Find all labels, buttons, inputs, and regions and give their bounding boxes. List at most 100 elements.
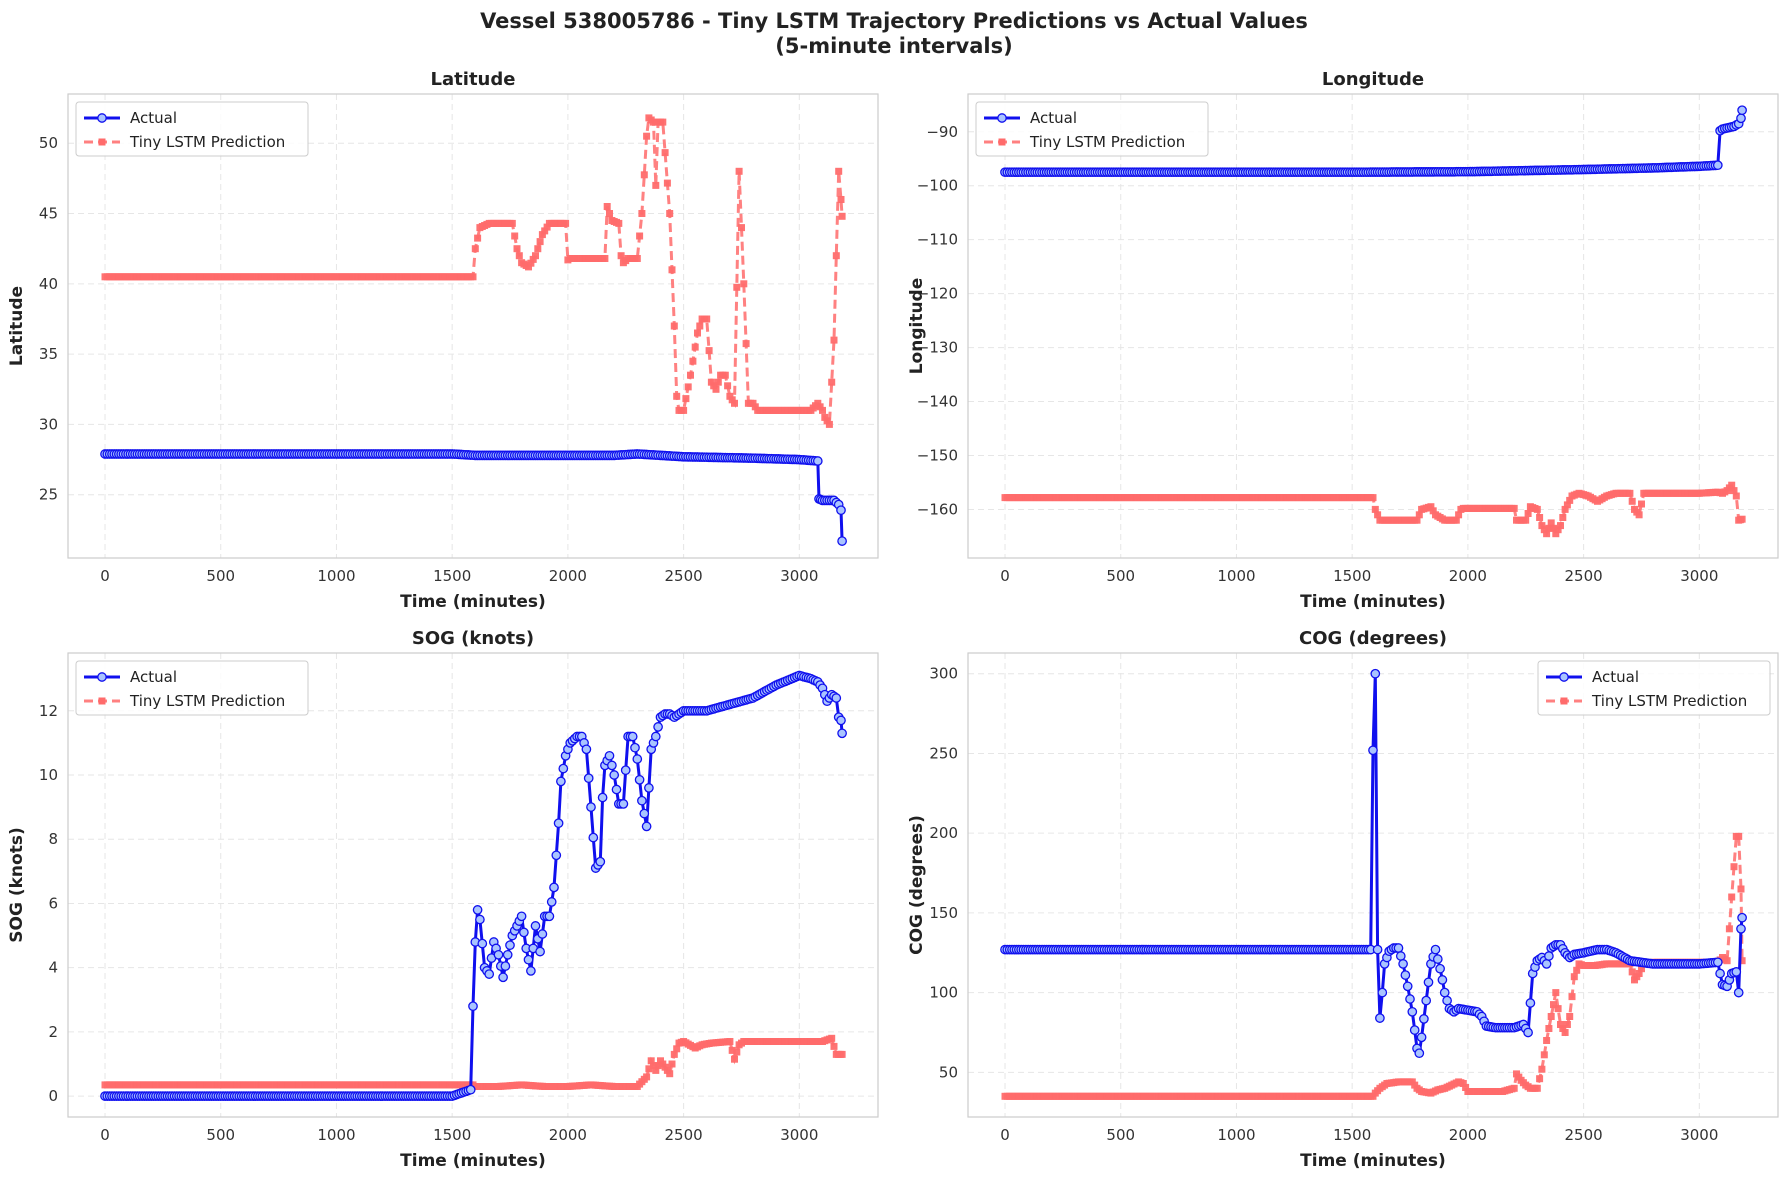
y-tick-label: −120 xyxy=(917,285,958,303)
legend-swatch-marker xyxy=(998,138,1006,146)
actual-point xyxy=(493,949,504,960)
y-tick-label: −110 xyxy=(917,231,958,249)
prediction-point xyxy=(640,171,648,179)
actual-point xyxy=(1395,951,1406,961)
y-tick-label: 4 xyxy=(48,959,58,977)
x-axis-label: Time (minutes) xyxy=(1300,1151,1446,1171)
y-tick-label: 50 xyxy=(39,134,58,152)
prediction-point xyxy=(1626,489,1634,497)
actual-point xyxy=(583,773,594,784)
legend: Actual Tiny LSTM Prediction xyxy=(1537,660,1771,716)
actual-point xyxy=(1437,975,1448,985)
prediction-point xyxy=(1547,519,1555,527)
x-tick-label: 500 xyxy=(1106,567,1135,585)
actual-point xyxy=(1715,968,1725,979)
prediction-point xyxy=(1554,1005,1562,1013)
prediction-point xyxy=(1735,832,1743,840)
y-tick-label: 10 xyxy=(39,766,58,784)
prediction-point xyxy=(726,1038,734,1045)
actual-point xyxy=(611,784,622,795)
subplot-title: Longitude xyxy=(1322,69,1424,90)
actual-point xyxy=(1372,944,1383,955)
actual-point xyxy=(1405,994,1415,1004)
prediction-point xyxy=(1737,885,1745,893)
plot-frame xyxy=(967,93,1779,559)
prediction-point xyxy=(1723,957,1731,965)
prediction-point xyxy=(515,252,523,260)
prediction-point xyxy=(1536,1075,1544,1083)
prediction-point xyxy=(742,340,750,348)
actual-point xyxy=(588,832,599,843)
y-axis-label: SOG (knots) xyxy=(7,827,27,942)
legend-label: Tiny LSTM Prediction xyxy=(1591,692,1747,710)
prediction-point xyxy=(650,118,657,126)
legend-swatch-marker xyxy=(997,113,1007,123)
x-axis-label: Time (minutes) xyxy=(1300,592,1446,612)
subplot-grid: 0 500 1000 1500 2000 2500 3000253035404550Lati… xyxy=(7,69,1779,1171)
figure-title-line2: (5-minute intervals) xyxy=(775,34,1012,58)
prediction-point xyxy=(643,1073,651,1081)
legend-item-tiny-lstm-prediction: Tiny LSTM Prediction xyxy=(1546,692,1747,710)
x-tick-label: 1500 xyxy=(433,1126,471,1144)
actual-point xyxy=(1375,1013,1385,1023)
prediction-point xyxy=(1563,501,1571,509)
actual-point xyxy=(607,760,617,771)
actual-point xyxy=(519,927,529,938)
prediction-point xyxy=(832,252,840,260)
prediction-point xyxy=(668,266,676,274)
actual-point xyxy=(484,969,495,979)
prediction-point xyxy=(1728,893,1736,901)
actual-point xyxy=(837,728,847,739)
legend-item-tiny-lstm-prediction: Tiny LSTM Prediction xyxy=(84,692,285,710)
actual-point xyxy=(837,536,847,546)
actual-point xyxy=(1414,1048,1425,1059)
legend-swatch-marker xyxy=(97,672,107,682)
prediction-point xyxy=(714,378,722,386)
actual-point xyxy=(581,744,592,755)
actual-point xyxy=(1430,944,1441,955)
legend-box xyxy=(975,101,1209,157)
actual-point xyxy=(1398,959,1408,969)
actual-point xyxy=(505,940,515,951)
prediction-point xyxy=(666,1070,674,1078)
plot-frame xyxy=(67,93,879,559)
prediction-point xyxy=(1536,514,1544,521)
actual-point xyxy=(477,938,488,949)
prediction-point xyxy=(1538,522,1546,530)
prediction-point xyxy=(659,118,667,126)
actual-point xyxy=(468,1001,478,1012)
prediction-point xyxy=(1429,507,1437,515)
prediction-point xyxy=(633,255,641,262)
actual-point xyxy=(639,808,650,819)
prediction-point xyxy=(838,1050,846,1058)
prediction-point xyxy=(538,231,546,239)
prediction-point xyxy=(474,234,482,242)
prediction-point xyxy=(1561,1029,1569,1036)
prediction-point xyxy=(830,1042,838,1050)
y-tick-label: 200 xyxy=(929,824,958,842)
prediction-point xyxy=(1545,1025,1553,1032)
actual-point xyxy=(553,818,564,829)
y-tick-label: 50 xyxy=(939,1063,958,1081)
prediction-point xyxy=(1455,511,1463,519)
x-tick-label: 2000 xyxy=(549,1126,587,1144)
prediction-point xyxy=(541,227,549,235)
actual-point xyxy=(1377,987,1388,998)
legend-box xyxy=(1537,660,1771,716)
actual-point xyxy=(500,961,511,971)
y-axis-label: Latitude xyxy=(7,286,27,366)
y-tick-label: 2 xyxy=(48,1023,58,1041)
prediction-point xyxy=(534,245,542,253)
legend-item-actual: Actual xyxy=(984,109,1077,127)
x-axis-label: Time (minutes) xyxy=(400,1151,546,1171)
actual-point xyxy=(1368,745,1378,756)
y-tick-label: −150 xyxy=(917,446,958,464)
actual-point xyxy=(1712,957,1723,968)
prediction-point xyxy=(1452,516,1460,524)
actual-point xyxy=(653,722,663,732)
prediction-point xyxy=(731,399,738,407)
x-tick-label: 3000 xyxy=(780,1126,818,1144)
legend-swatch-marker xyxy=(1559,672,1569,682)
prediction-point xyxy=(691,343,699,351)
prediction-point xyxy=(1552,989,1560,997)
